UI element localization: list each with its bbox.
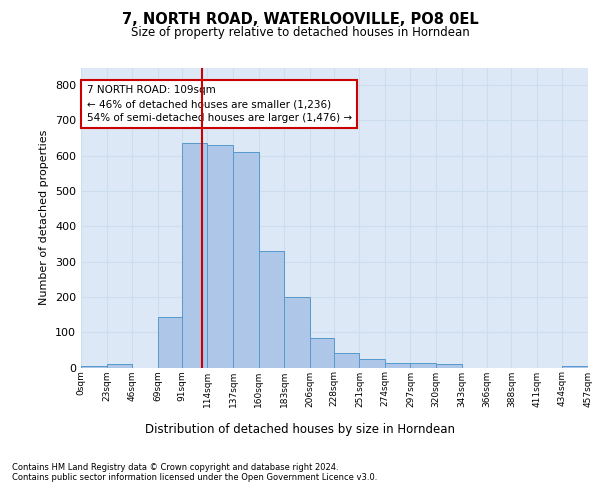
Bar [259,251,284,368]
Bar [208,145,233,368]
Bar [284,297,310,368]
Y-axis label: Number of detached properties: Number of detached properties [40,130,49,305]
Bar [385,364,410,368]
Text: Contains HM Land Registry data © Crown copyright and database right 2024.: Contains HM Land Registry data © Crown c… [12,462,338,471]
Bar [81,366,107,368]
Bar [233,152,259,368]
Bar [310,338,334,368]
Text: Size of property relative to detached houses in Horndean: Size of property relative to detached ho… [131,26,469,39]
Text: 7 NORTH ROAD: 109sqm
← 46% of detached houses are smaller (1,236)
54% of semi-de: 7 NORTH ROAD: 109sqm ← 46% of detached h… [86,85,352,123]
Bar [436,364,461,368]
Text: Distribution of detached houses by size in Horndean: Distribution of detached houses by size … [145,422,455,436]
Bar [410,364,436,368]
Text: Contains public sector information licensed under the Open Government Licence v3: Contains public sector information licen… [12,472,377,482]
Bar [359,358,385,368]
Bar [334,354,359,368]
Bar [182,144,208,368]
Bar [562,366,588,368]
Bar [107,364,132,368]
Bar [158,318,182,368]
Text: 7, NORTH ROAD, WATERLOOVILLE, PO8 0EL: 7, NORTH ROAD, WATERLOOVILLE, PO8 0EL [122,12,478,28]
